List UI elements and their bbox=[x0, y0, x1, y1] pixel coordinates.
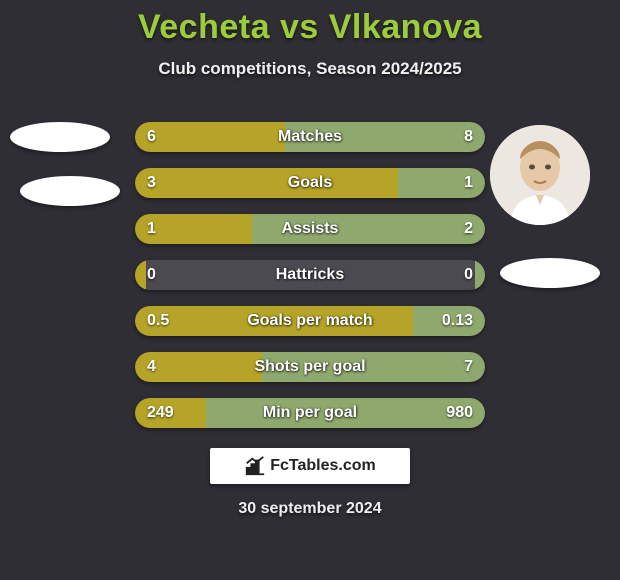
stat-label: Assists bbox=[135, 214, 485, 244]
logo-text: FcTables.com bbox=[270, 457, 376, 475]
chart-icon bbox=[244, 455, 266, 477]
stat-row: 31Goals bbox=[135, 168, 485, 198]
stat-row: 0.50.13Goals per match bbox=[135, 306, 485, 336]
date-label: 30 september 2024 bbox=[0, 500, 620, 518]
page-title: Vecheta vs Vlkanova bbox=[0, 0, 620, 47]
stat-label: Matches bbox=[135, 122, 485, 152]
team-badge-right bbox=[500, 258, 600, 288]
player-avatar-right bbox=[490, 125, 590, 225]
stat-label: Hattricks bbox=[135, 260, 485, 290]
stat-row: 00Hattricks bbox=[135, 260, 485, 290]
stat-row: 249980Min per goal bbox=[135, 398, 485, 428]
team-badge-left-2 bbox=[20, 176, 120, 206]
stat-row: 12Assists bbox=[135, 214, 485, 244]
subtitle: Club competitions, Season 2024/2025 bbox=[0, 59, 620, 79]
logo-box: FcTables.com bbox=[210, 448, 410, 484]
stat-row: 68Matches bbox=[135, 122, 485, 152]
comparison-bars: 68Matches 31Goals 12Assists 00Hattricks 0.50… bbox=[135, 122, 485, 444]
stat-label: Min per goal bbox=[135, 398, 485, 428]
team-badge-left-1 bbox=[10, 122, 110, 152]
stat-label: Goals bbox=[135, 168, 485, 198]
stat-row: 47Shots per goal bbox=[135, 352, 485, 382]
stat-label: Goals per match bbox=[135, 306, 485, 336]
stat-label: Shots per goal bbox=[135, 352, 485, 382]
